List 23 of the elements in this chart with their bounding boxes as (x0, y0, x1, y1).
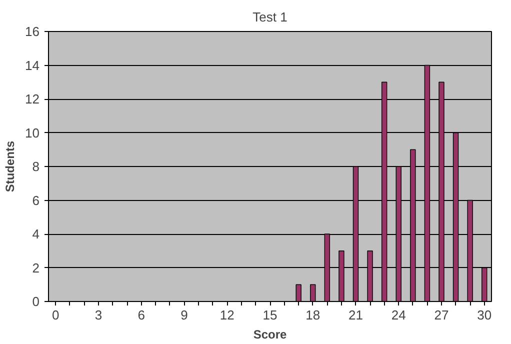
x-tick-label: 0 (52, 308, 60, 322)
y-tick-label: 2 (32, 260, 40, 276)
x-tick-label: 21 (348, 308, 363, 322)
y-tick-label: 14 (25, 58, 40, 73)
x-tick-label: 18 (306, 308, 320, 322)
y-axis-title: Students (3, 140, 18, 192)
x-axis-title: Score (253, 328, 287, 342)
x-tick-label: 30 (477, 308, 492, 322)
y-tick-label: 0 (32, 294, 40, 309)
x-tick-label: 9 (180, 308, 188, 322)
chart-title: Test 1 (252, 10, 288, 24)
x-tick-label: 6 (138, 308, 146, 322)
x-tick-label: 12 (220, 308, 234, 322)
y-tick-label: 12 (25, 92, 40, 106)
y-tick-label: 16 (25, 24, 40, 39)
x-tick-label: 24 (391, 308, 406, 322)
y-tick-label: 8 (32, 159, 40, 174)
y-tick-label: 4 (32, 226, 40, 242)
x-tick-label: 27 (434, 308, 449, 322)
y-tick-label: 10 (25, 125, 40, 140)
y-tick-label: 6 (32, 192, 40, 208)
x-tick-label: 3 (94, 308, 102, 322)
x-tick-label: 15 (262, 308, 278, 322)
